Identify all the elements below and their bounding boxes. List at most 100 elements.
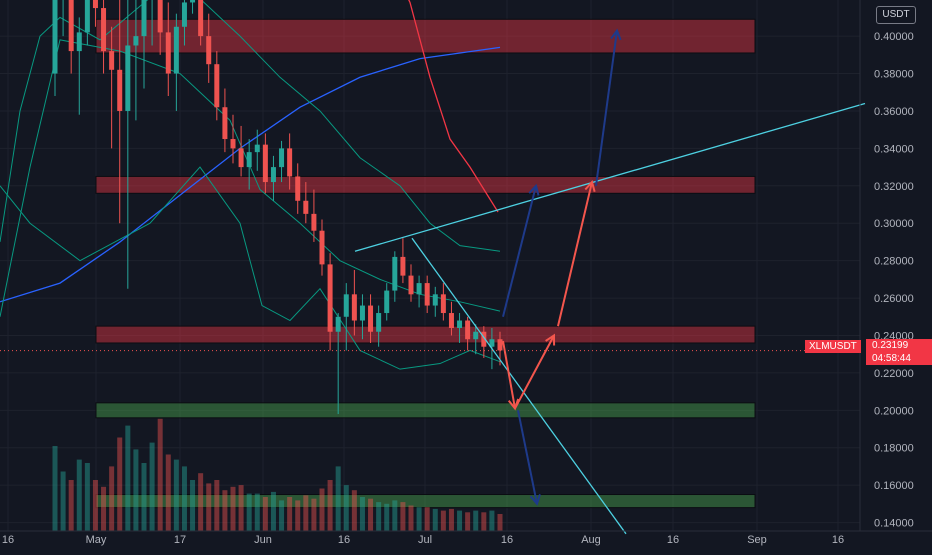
volume-bar [481, 512, 487, 531]
candle-body [181, 2, 187, 27]
candle-body [246, 152, 252, 168]
volume-bar [214, 480, 220, 531]
last-price-value: 0.23199 [872, 340, 909, 351]
candle-body [440, 294, 446, 314]
y-axis-tick-label: 0.18000 [874, 443, 914, 455]
candle-body [262, 144, 268, 183]
volume-bar [246, 493, 252, 531]
moving-average-long-line [0, 46, 501, 303]
candle-body [68, 0, 74, 52]
candle-body [343, 294, 349, 317]
currency-badge[interactable]: USDT [876, 6, 916, 24]
breakout-arrow-shaft [557, 181, 593, 327]
support-zone[interactable] [95, 494, 756, 509]
candle-body [270, 167, 276, 183]
x-axis-tick-label: 16 [832, 534, 844, 546]
candle-body [238, 148, 244, 168]
volume-bar [125, 425, 131, 531]
volume-bar [173, 459, 179, 531]
candle-body [400, 256, 406, 276]
candle-body [230, 139, 236, 149]
volume-bar [489, 510, 495, 531]
candle-body [125, 45, 131, 111]
volume-bar [222, 490, 228, 531]
y-axis-tick-label: 0.14000 [874, 518, 914, 530]
x-axis-tick-label: 16 [501, 534, 513, 546]
bar-countdown: 04:58:44 [872, 353, 911, 364]
resistance-zone[interactable] [95, 18, 756, 54]
zones-layer[interactable] [95, 18, 756, 509]
resistance-zone[interactable] [95, 175, 756, 194]
volume-bar [92, 480, 98, 531]
x-axis-tick-label: May [86, 534, 107, 546]
x-axis-tick-label: Sep [747, 534, 767, 546]
drawings-layer[interactable] [354, 28, 866, 535]
bounce-arrow[interactable] [514, 333, 556, 409]
volume-bar [157, 418, 163, 531]
x-axis-tick-label: Jul [418, 534, 432, 546]
candle-body [376, 313, 382, 332]
y-axis-tick-label: 0.22000 [874, 368, 914, 380]
volume-bar [84, 463, 90, 531]
volume-bar [52, 446, 58, 531]
volume-bar [440, 510, 446, 531]
volume-bar [319, 488, 325, 531]
candle-body [117, 69, 123, 111]
ascending-trendline[interactable] [354, 102, 866, 252]
candle-body [141, 0, 147, 37]
bollinger-upper-band [0, 0, 501, 252]
candle-body [457, 320, 463, 328]
candle-body [157, 0, 163, 33]
x-axis-tick-label: Aug [581, 534, 601, 546]
volume-bar [230, 486, 236, 531]
y-axis-tick-label: 0.34000 [874, 143, 914, 155]
bearish-arrow-to-lower-support[interactable] [517, 410, 541, 506]
last-price-box: 0.23199 04:58:44 [866, 339, 932, 365]
volume-bar [424, 507, 430, 531]
candle-body [408, 275, 414, 295]
volume-bar [117, 437, 123, 531]
candle-body [173, 26, 179, 74]
support-zone[interactable] [95, 402, 756, 419]
bounce-arrow-shaft [514, 335, 555, 409]
volume-bar [448, 508, 454, 531]
candle-body [359, 305, 365, 321]
volume-bar [343, 485, 349, 531]
bearish-arrow-to-lower-support-head [529, 494, 541, 506]
drop-arrow-to-support[interactable] [502, 340, 520, 411]
x-axis-tick-label: 16 [2, 534, 14, 546]
volume-bar [60, 471, 66, 531]
volume-bar [416, 507, 422, 531]
volume-bar [408, 505, 414, 531]
bullish-arrow-to-target-shaft [595, 30, 618, 186]
candle-body [489, 339, 495, 347]
y-axis-tick-label: 0.30000 [874, 218, 914, 230]
volume-layer [52, 418, 503, 531]
volume-bar [295, 500, 301, 531]
candle-body [254, 144, 260, 153]
candle-body [214, 64, 220, 108]
candle-body [295, 176, 301, 201]
bounce-arrow-head [545, 333, 556, 346]
candle-body [303, 200, 309, 214]
volume-bar [335, 466, 341, 531]
volume-bar [376, 502, 382, 531]
candle-body [101, 8, 107, 52]
volume-bar [141, 463, 147, 531]
candle-body [384, 290, 390, 314]
y-axis-tick-label: 0.38000 [874, 69, 914, 81]
bullish-arrow-to-resistance[interactable] [502, 183, 540, 318]
volume-bar [311, 498, 317, 531]
volume-bar [262, 497, 268, 531]
volume-bar [287, 497, 293, 531]
resistance-zone[interactable] [95, 325, 756, 344]
descending-trendline[interactable] [411, 237, 627, 535]
candle-body [52, 0, 58, 74]
volume-bar [270, 491, 276, 531]
breakout-arrow[interactable] [557, 180, 596, 327]
bullish-arrow-to-target[interactable] [595, 28, 622, 186]
candle-body [416, 283, 422, 295]
volume-bar [181, 466, 187, 531]
